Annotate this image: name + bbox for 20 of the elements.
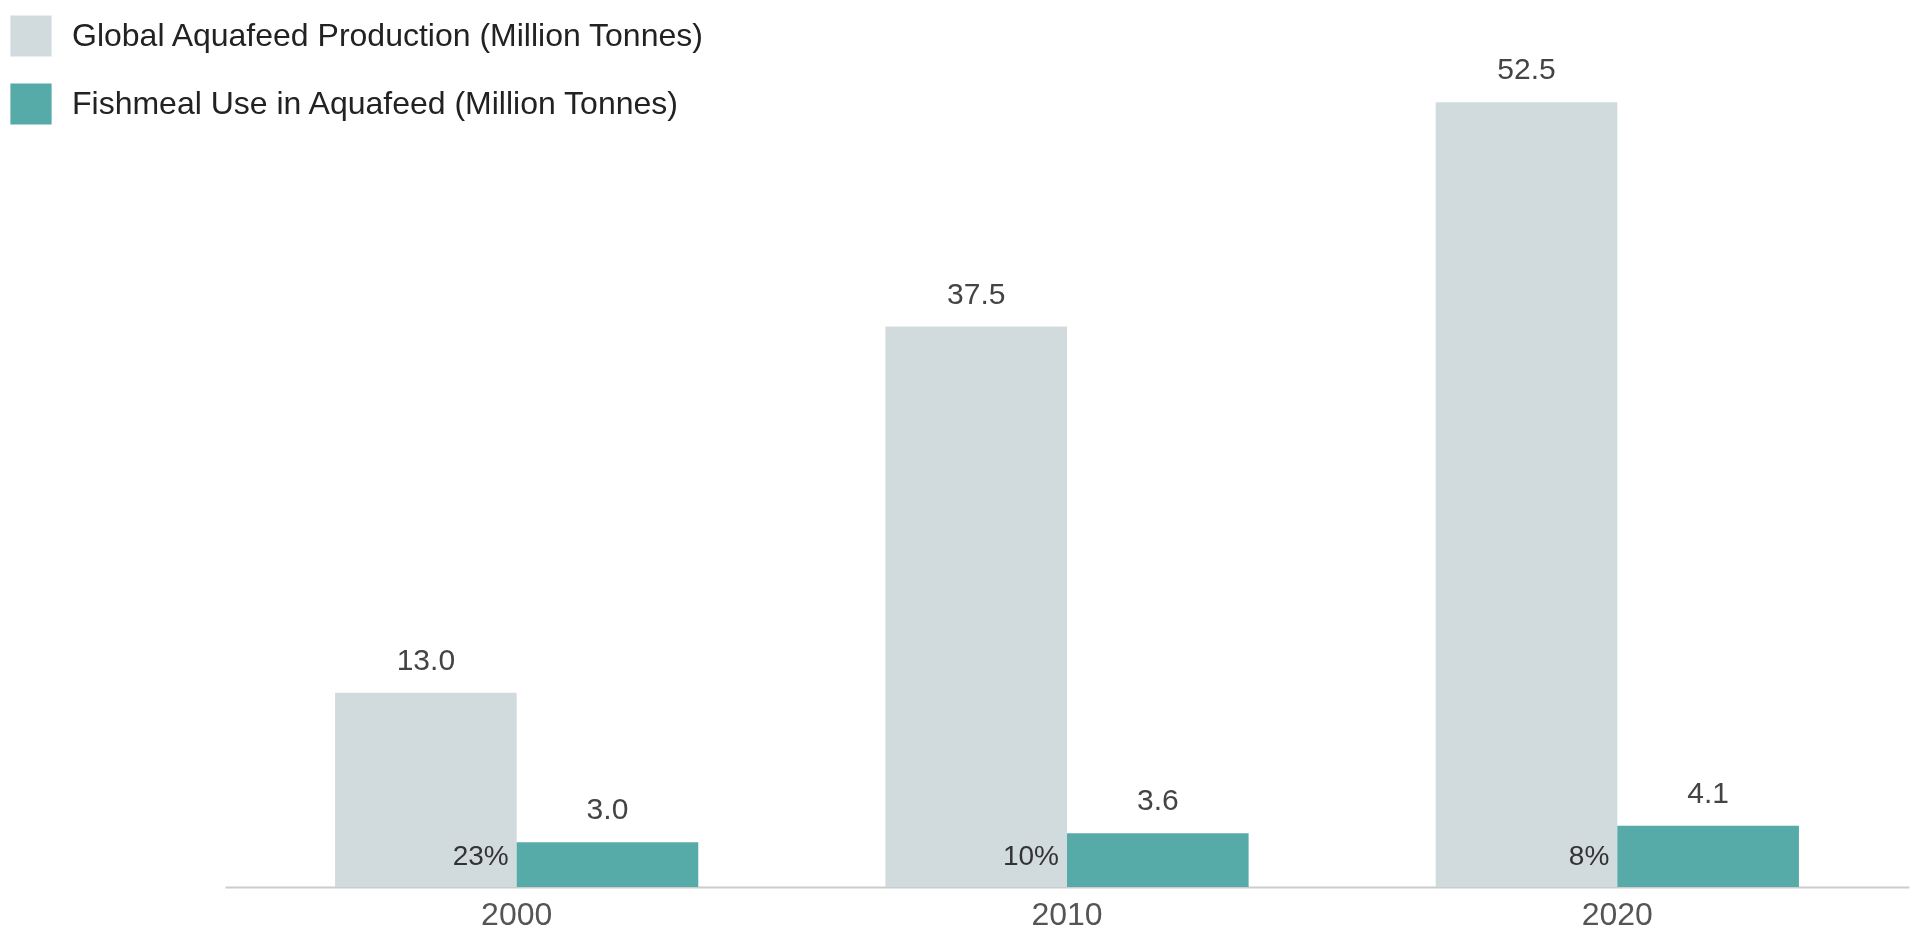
bar xyxy=(885,326,1067,887)
legend-label: Global Aquafeed Production (Million Tonnes) xyxy=(72,17,703,53)
data-label: 37.5 xyxy=(947,276,1006,310)
legend-label: Fishmeal Use in Aquafeed (Million Tonnes) xyxy=(72,85,678,121)
bar xyxy=(516,842,699,887)
x-tick-label: 2010 xyxy=(1031,895,1103,932)
bar xyxy=(335,692,517,887)
data-label: 52.5 xyxy=(1497,52,1556,86)
bar xyxy=(1617,825,1799,887)
annotation: 23% xyxy=(452,840,509,872)
data-label: 13.0 xyxy=(396,642,456,676)
x-tick-label: 2000 xyxy=(481,895,553,932)
data-label: 4.1 xyxy=(1687,775,1729,809)
bar xyxy=(1067,833,1249,887)
data-label: 3.0 xyxy=(586,792,629,826)
bar xyxy=(1435,102,1618,887)
annotation: 8% xyxy=(1568,840,1610,872)
annotation: 10% xyxy=(1002,840,1059,872)
data-label: 3.6 xyxy=(1136,783,1179,817)
x-tick-label: 2020 xyxy=(1581,895,1653,932)
